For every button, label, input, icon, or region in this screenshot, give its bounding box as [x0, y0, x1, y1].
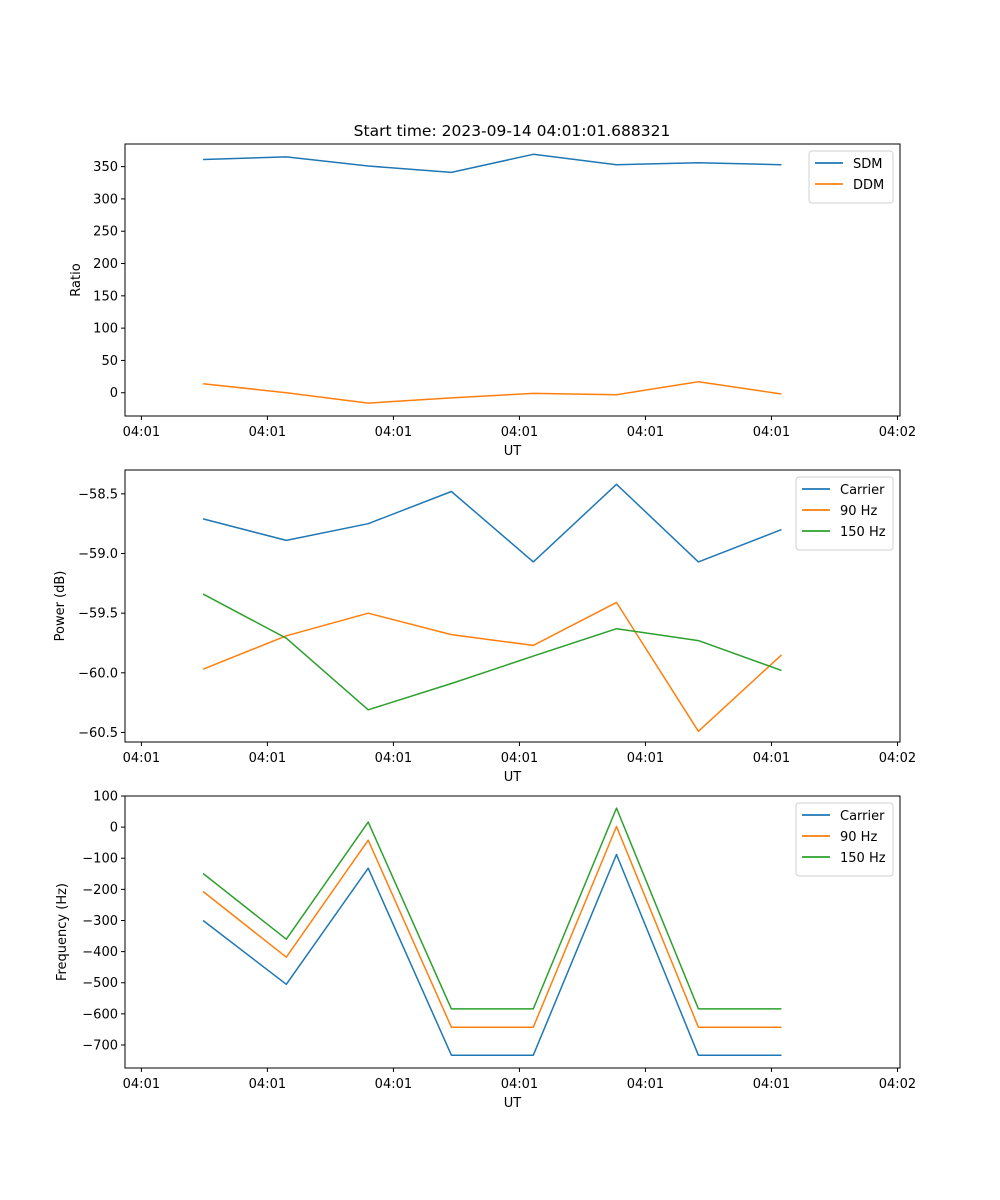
- x-tick-label: 04:01: [123, 1077, 160, 1092]
- series-line-carrier: [202, 483, 782, 563]
- x-tick-label: 04:02: [879, 425, 916, 440]
- legend-label: DDM: [853, 178, 884, 193]
- y-tick-label: 100: [93, 790, 118, 805]
- y-tick-label: 300: [93, 192, 118, 207]
- legend: Carrier 90 Hz 150 Hz: [795, 802, 894, 877]
- axes-frame: [124, 795, 901, 1069]
- x-tick-label: 04:01: [627, 1077, 664, 1092]
- y-tick-label: 150: [93, 289, 118, 304]
- figure-title: Start time: 2023-09-14 04:01:01.688321: [354, 122, 671, 140]
- series-line-150-hz: [202, 593, 782, 711]
- axes-frame: [124, 469, 901, 743]
- y-tick-label: 0: [110, 386, 118, 401]
- series-line-90-hz: [202, 825, 782, 1028]
- x-tick-label: 04:01: [627, 425, 664, 440]
- series-line-90-hz: [202, 601, 783, 733]
- y-tick-label: −100: [82, 852, 118, 867]
- series-line-ddm: [203, 381, 782, 404]
- y-tick-label: 350: [93, 160, 118, 175]
- subplot-3: 04:01 04:01 04:01 04:01 04:01 04:01 04:02 UT 100…: [55, 790, 916, 1112]
- legend-box: [808, 150, 894, 204]
- x-tick-label: 04:02: [879, 751, 916, 766]
- y-tick-label: −60.5: [78, 726, 118, 741]
- y-tick-label: −500: [82, 976, 118, 991]
- y-axis-label: Frequency (Hz): [55, 883, 70, 981]
- series-line-carrier: [202, 853, 782, 1056]
- x-tick-label: 04:02: [879, 1077, 916, 1092]
- y-axis-label: Ratio: [69, 263, 84, 296]
- y-axis-label: Power (dB): [53, 571, 68, 642]
- y-tick-label: −58.5: [78, 487, 118, 502]
- y-tick-label: −59.5: [78, 607, 118, 622]
- x-axis-label: UT: [504, 770, 522, 785]
- y-tick-label: −60.0: [78, 666, 118, 681]
- x-tick-label: 04:01: [501, 751, 538, 766]
- y-tick-label: −400: [82, 945, 118, 960]
- legend-label: 90 Hz: [840, 504, 877, 519]
- x-axis-label: UT: [504, 1096, 522, 1111]
- legend-label: Carrier: [840, 809, 885, 824]
- x-axis-label: UT: [504, 444, 522, 459]
- x-tick-label: 04:01: [501, 1077, 538, 1092]
- y-tick-label: −700: [82, 1038, 118, 1053]
- x-tick-label: 04:01: [249, 751, 286, 766]
- subplot-1: 04:01 04:01 04:01 04:01 04:01 04:01 04:02 UT 0 50…: [69, 143, 916, 459]
- y-tick-label: −600: [82, 1007, 118, 1022]
- legend: SDM DDM: [808, 150, 894, 204]
- legend-label: Carrier: [840, 483, 885, 498]
- x-tick-label: 04:01: [123, 751, 160, 766]
- y-tick-label: −59.0: [78, 547, 118, 562]
- y-tick-label: 100: [93, 322, 118, 337]
- x-tick-label: 04:01: [249, 1077, 286, 1092]
- x-tick-label: 04:01: [375, 1077, 412, 1092]
- series-line-150-hz: [202, 807, 782, 1010]
- x-tick-label: 04:01: [753, 425, 790, 440]
- series-line-sdm: [203, 153, 782, 174]
- y-tick-label: 250: [93, 225, 118, 240]
- legend-label: 90 Hz: [840, 830, 877, 845]
- y-tick-label: −300: [82, 914, 118, 929]
- legend: Carrier 90 Hz 150 Hz: [795, 476, 894, 551]
- x-tick-label: 04:01: [627, 751, 664, 766]
- x-tick-label: 04:01: [249, 425, 286, 440]
- axes-frame: [124, 143, 901, 417]
- y-tick-label: 200: [93, 257, 118, 272]
- legend-label: 150 Hz: [840, 851, 886, 866]
- y-tick-label: −200: [82, 883, 118, 898]
- subplot-2: 04:01 04:01 04:01 04:01 04:01 04:01 04:02 UT −58…: [53, 469, 916, 785]
- x-tick-label: 04:01: [753, 1077, 790, 1092]
- y-tick-label: 0: [110, 821, 118, 836]
- x-tick-label: 04:01: [375, 425, 412, 440]
- x-tick-label: 04:01: [123, 425, 160, 440]
- x-tick-label: 04:01: [753, 751, 790, 766]
- legend-label: 150 Hz: [840, 525, 886, 540]
- legend-label: SDM: [853, 157, 882, 172]
- x-tick-label: 04:01: [501, 425, 538, 440]
- y-tick-label: 50: [101, 354, 118, 369]
- x-tick-label: 04:01: [375, 751, 412, 766]
